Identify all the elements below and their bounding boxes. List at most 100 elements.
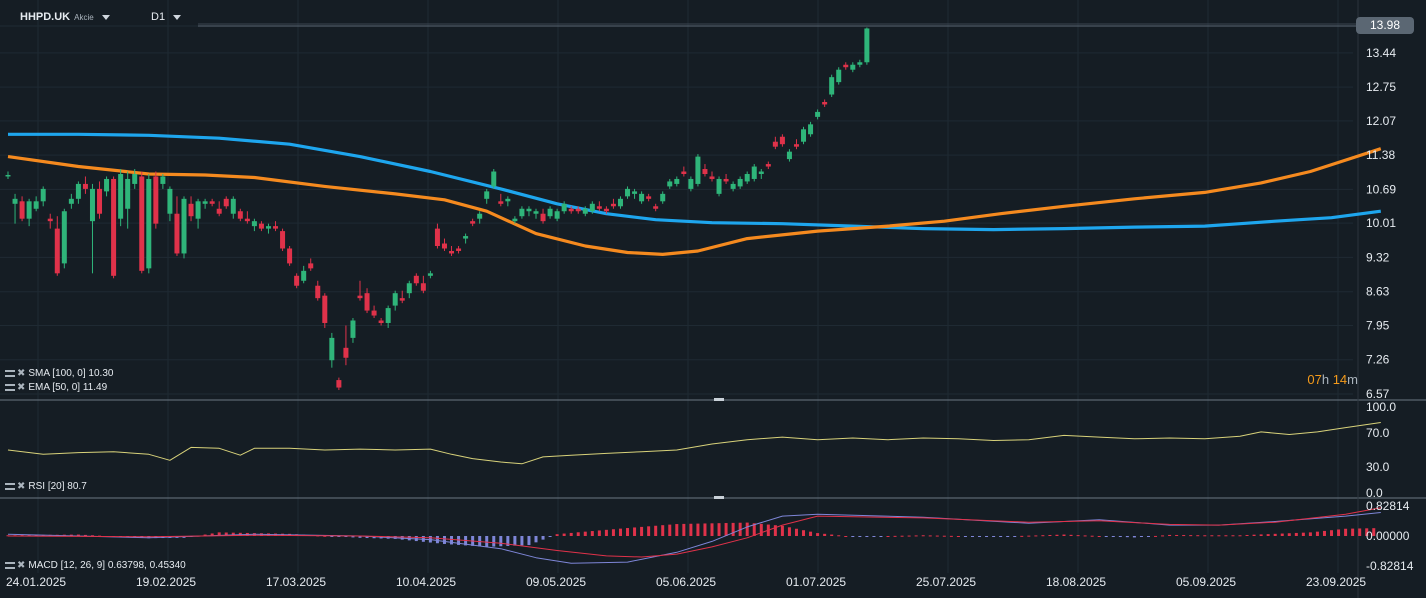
macd-histogram-bar	[949, 535, 953, 537]
macd-histogram-bar	[907, 535, 911, 537]
macd-histogram-bar	[534, 536, 538, 543]
candle-body	[744, 173, 750, 182]
candle-body	[526, 208, 532, 212]
candle-body	[512, 218, 518, 222]
macd-histogram-bar	[1168, 534, 1172, 536]
macd-histogram-bar	[999, 536, 1003, 537]
macd-histogram-bar	[344, 536, 348, 538]
macd-histogram-bar	[442, 536, 446, 544]
macd-histogram-bar	[1231, 535, 1235, 537]
candle-body	[350, 320, 356, 338]
macd-histogram-bar	[217, 532, 221, 536]
date-axis-label: 25.07.2025	[916, 575, 976, 589]
candle-body	[779, 136, 785, 145]
macd-histogram-bar	[745, 522, 749, 536]
candle-body	[822, 101, 828, 105]
close-icon[interactable]: ✖	[17, 368, 26, 379]
macd-histogram-bar	[76, 534, 80, 536]
macd-histogram-bar	[858, 536, 862, 537]
macd-histogram-bar	[1308, 532, 1312, 536]
macd-histogram-bar	[337, 536, 341, 537]
macd-histogram-bar	[1245, 534, 1249, 536]
price-axis-label: 12.07	[1366, 114, 1396, 128]
price-axis-label: 12.75	[1366, 80, 1396, 94]
candle-body	[667, 181, 673, 187]
candle-body	[146, 178, 152, 269]
macd-histogram-bar	[689, 523, 693, 536]
ema-legend[interactable]: ✖ EMA [50, 0] 11.49	[5, 382, 107, 393]
macd-histogram-bar	[1189, 535, 1193, 537]
candle-body	[456, 248, 462, 251]
candle-body	[547, 208, 553, 217]
candle-body	[19, 201, 25, 219]
instrument-type-label: Akcie	[74, 13, 94, 22]
sma-legend[interactable]: ✖ SMA [100, 0] 10.30	[5, 368, 113, 379]
macd-histogram-bar	[1273, 533, 1277, 536]
macd-histogram-bar	[1090, 535, 1094, 537]
candle-body	[174, 213, 180, 254]
macd-histogram-bar	[583, 531, 587, 536]
chevron-down-icon[interactable]	[101, 14, 110, 20]
macd-histogram-bar	[844, 536, 848, 537]
macd-histogram-bar	[457, 536, 461, 545]
candle-body	[850, 64, 856, 70]
macd-histogram-bar	[1118, 536, 1122, 537]
symbol-selector[interactable]: HHPD.UK Akcie	[20, 11, 110, 23]
macd-histogram-bar	[633, 527, 637, 536]
pane-resize-handle	[714, 398, 724, 401]
macd-histogram-bar	[900, 535, 904, 537]
settings-icon[interactable]	[5, 383, 15, 391]
candle-body	[625, 188, 631, 197]
candle-body	[26, 201, 32, 219]
macd-histogram-bar	[1294, 532, 1298, 536]
macd-histogram-bar	[513, 536, 517, 546]
candle-body	[596, 206, 602, 209]
macd-histogram-bar	[1041, 535, 1045, 537]
candle-body	[505, 198, 511, 202]
timeframe-selector[interactable]: D1	[151, 11, 182, 23]
close-icon[interactable]: ✖	[17, 560, 26, 571]
candle-body	[47, 218, 53, 222]
date-axis-label: 09.05.2025	[526, 575, 586, 589]
macd-histogram-bar	[597, 530, 601, 536]
candle-body	[639, 193, 645, 202]
macd-histogram-bar	[1139, 536, 1143, 537]
macd-histogram-bar	[1154, 535, 1158, 537]
candle-body	[420, 283, 426, 291]
candle-body	[118, 173, 124, 219]
candle-body	[97, 188, 103, 214]
close-icon[interactable]: ✖	[17, 382, 26, 393]
macd-histogram-bar	[365, 536, 369, 539]
candle-body	[5, 174, 11, 177]
chevron-down-icon[interactable]	[173, 14, 182, 20]
macd-legend-label: MACD [12, 26, 9] 0.63798, 0.45340	[28, 560, 186, 571]
candle-body	[216, 208, 222, 214]
rsi-axis-label: 70.0	[1366, 426, 1390, 440]
settings-icon[interactable]	[5, 561, 15, 569]
candle-body	[434, 228, 440, 247]
macd-histogram-bar	[90, 535, 94, 537]
candle-body	[737, 178, 743, 187]
settings-icon[interactable]	[5, 369, 15, 377]
candle-body	[829, 77, 835, 95]
macd-legend[interactable]: ✖ MACD [12, 26, 9] 0.63798, 0.45340	[5, 560, 186, 571]
macd-line	[7, 512, 1381, 564]
price-axis-label: 7.26	[1366, 353, 1390, 367]
candle-body	[322, 295, 328, 323]
candle-body	[111, 178, 117, 276]
close-icon[interactable]: ✖	[17, 481, 26, 492]
settings-icon[interactable]	[5, 482, 15, 490]
rsi-legend[interactable]: ✖ RSI [20] 80.7	[5, 481, 87, 492]
macd-histogram-bar	[1280, 533, 1284, 536]
candle-body	[329, 337, 335, 361]
candle-body	[540, 213, 546, 222]
countdown-m-unit: m	[1347, 372, 1358, 387]
candle-body	[582, 208, 588, 214]
countdown-hours: 07	[1307, 372, 1322, 387]
candle-body	[181, 198, 187, 254]
date-axis-label: 18.08.2025	[1046, 575, 1106, 589]
candle-body	[61, 211, 67, 264]
candle-body	[54, 228, 60, 274]
date-axis-label: 24.01.2025	[6, 575, 66, 589]
